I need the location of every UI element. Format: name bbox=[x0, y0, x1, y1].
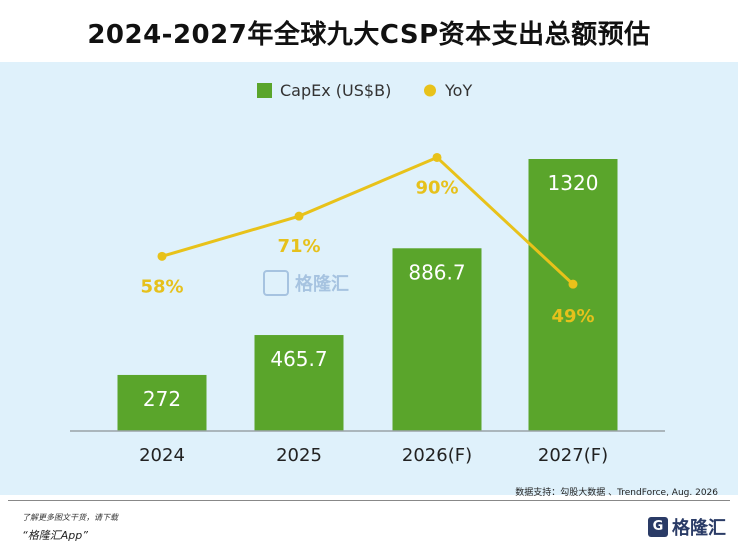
promo-app-name: “格隆汇App” bbox=[22, 529, 88, 542]
yoy-value-label: 90% bbox=[415, 177, 458, 198]
bar-value-label: 272 bbox=[143, 387, 181, 411]
yoy-point bbox=[432, 152, 442, 162]
source-note: 数据支持：勾股大数据 、TrendForce, Aug. 2026 bbox=[515, 488, 718, 498]
watermark: 格隆汇 bbox=[263, 270, 349, 296]
yoy-value-label: 58% bbox=[140, 276, 183, 297]
yoy-line bbox=[161, 155, 575, 286]
chart: CapEx (US$B) YoY 272 465.7 886.7 1320 2024 2025… bbox=[70, 81, 665, 466]
x-tick-label: 2024 bbox=[139, 445, 185, 466]
footer bbox=[0, 495, 738, 555]
footer-divider bbox=[8, 500, 730, 501]
legend-swatch-yoy bbox=[424, 84, 436, 97]
bar-2024 bbox=[117, 374, 207, 431]
bar-2026(F) bbox=[392, 248, 482, 431]
legend-label-capex: CapEx (US$B) bbox=[280, 81, 391, 100]
brand-name: 格隆汇 bbox=[672, 518, 726, 539]
promo-text: 了解更多图文干货，请下载 bbox=[22, 513, 118, 522]
bar-value-label: 1320 bbox=[548, 171, 599, 195]
bar-value-label: 886.7 bbox=[408, 260, 465, 284]
legend-swatch-capex bbox=[257, 83, 272, 98]
yoy-point bbox=[294, 211, 304, 221]
watermark-logo-icon bbox=[263, 270, 289, 296]
bar-2025 bbox=[254, 335, 344, 431]
yoy-value-label: 71% bbox=[277, 236, 320, 257]
brand-logo-icon: G bbox=[648, 517, 668, 537]
x-tick-label: 2026(F) bbox=[402, 445, 472, 466]
title-area: 2024-2027年全球九大CSP资本支出总额预估 bbox=[0, 0, 738, 62]
x-tick-label: 2025 bbox=[276, 445, 322, 466]
yoy-point bbox=[568, 279, 578, 289]
bar-2027(F) bbox=[528, 159, 618, 431]
watermark-text: 格隆汇 bbox=[295, 274, 349, 295]
brand-logo: G 格隆汇 bbox=[648, 514, 726, 540]
yoy-point bbox=[157, 251, 167, 261]
page-title: 2024-2027年全球九大CSP资本支出总额预估 bbox=[87, 20, 651, 50]
yoy-value-label: 49% bbox=[551, 306, 594, 327]
bar-value-label: 465.7 bbox=[270, 347, 327, 371]
legend-label-yoy: YoY bbox=[444, 81, 472, 100]
x-tick-label: 2027(F) bbox=[538, 445, 608, 466]
